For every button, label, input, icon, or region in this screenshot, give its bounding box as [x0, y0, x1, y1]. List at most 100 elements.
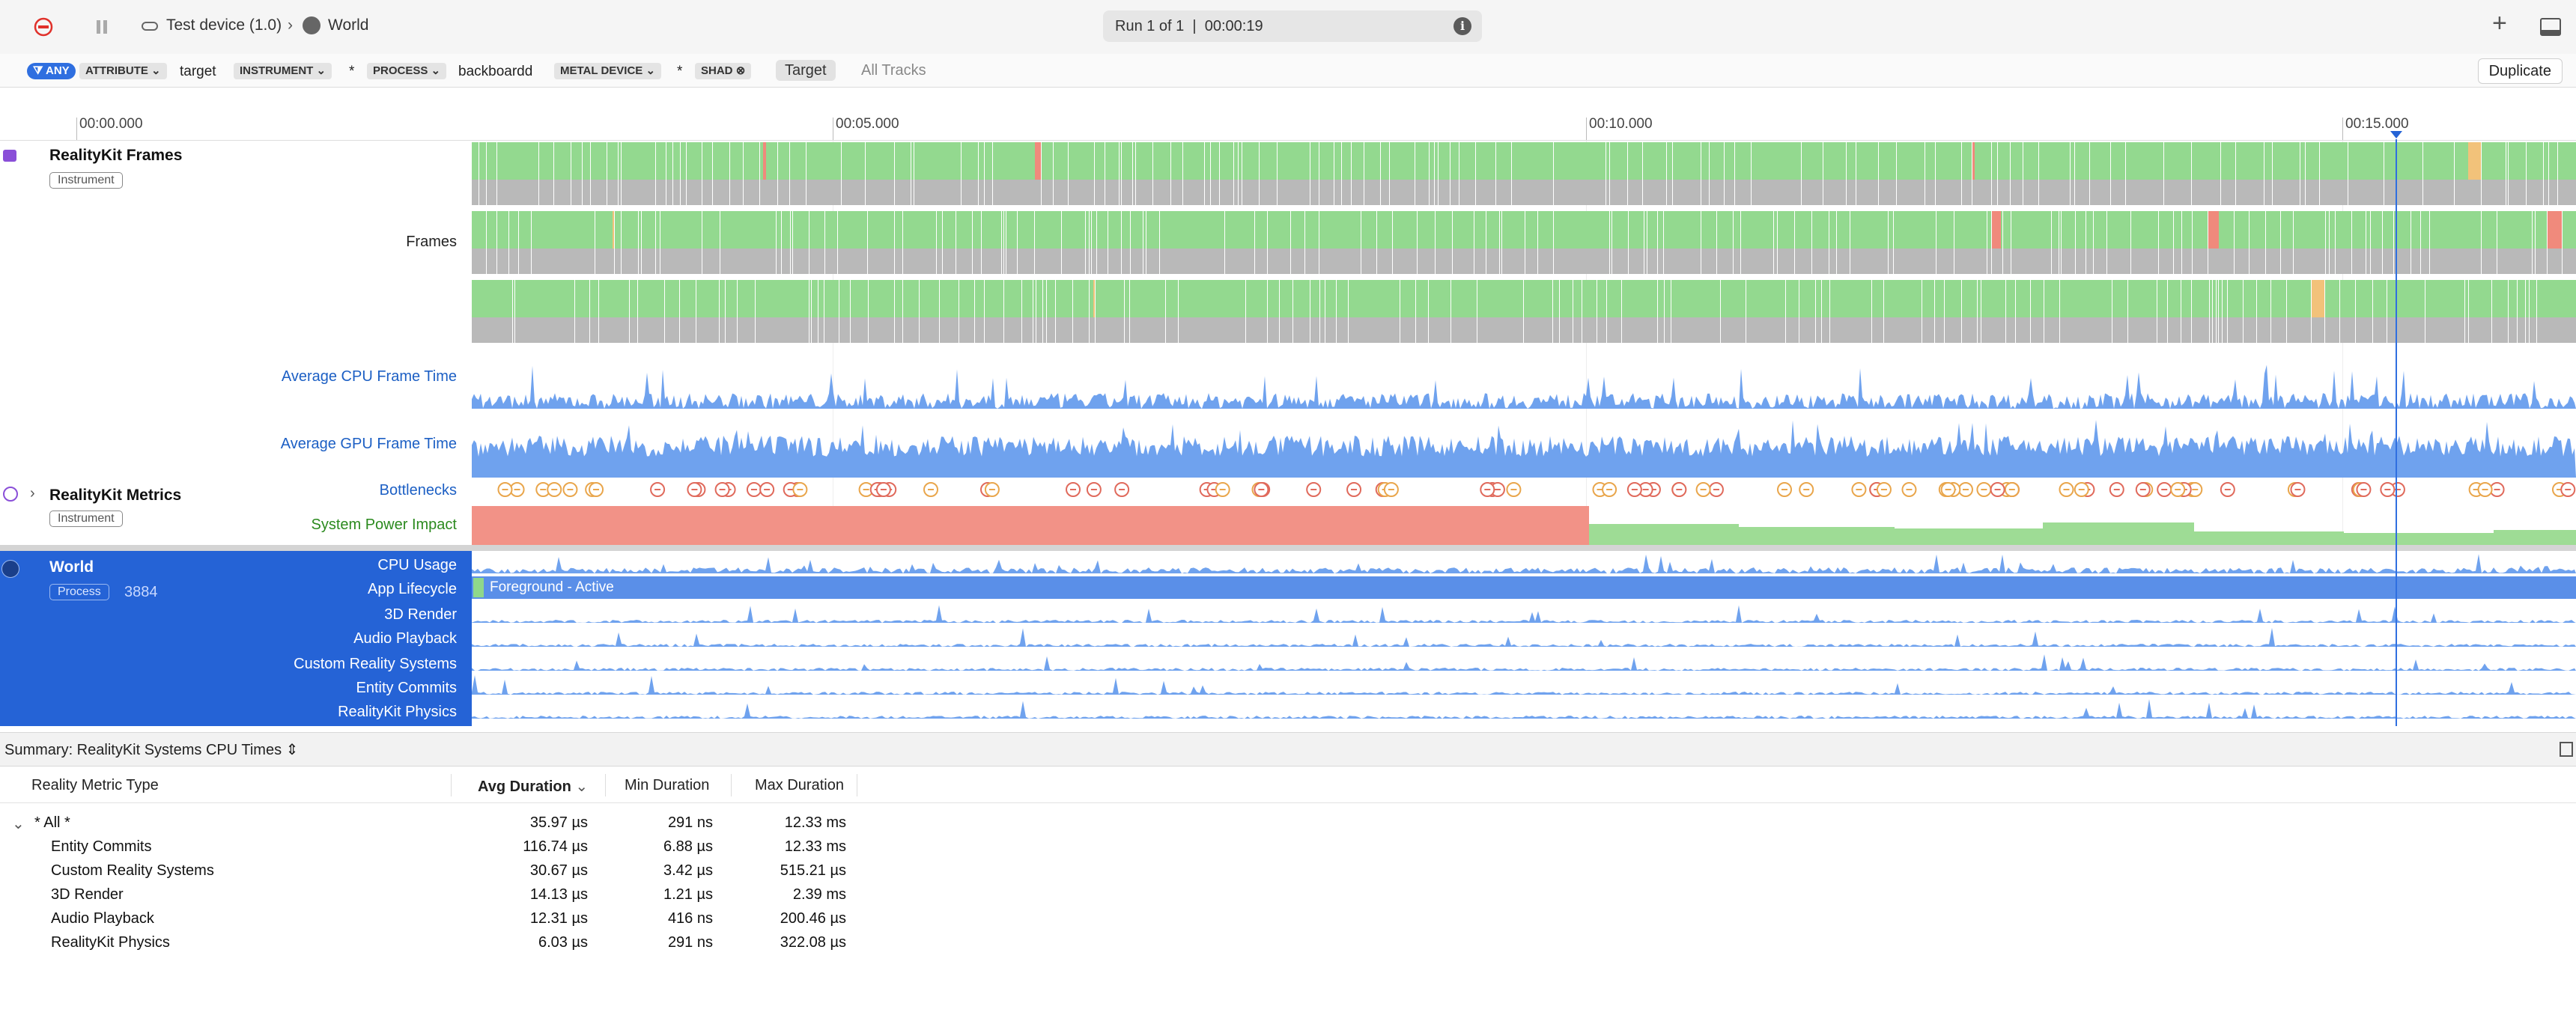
frame-gap — [1428, 280, 1430, 343]
frame-gap — [2286, 280, 2288, 343]
clear-icon[interactable]: ⊗ — [735, 64, 746, 77]
app-lifecycle-label[interactable]: App Lifecycle — [368, 581, 457, 597]
row-max: 515.21 µs — [780, 862, 846, 879]
frame-gap — [1621, 280, 1623, 343]
frame-bar-gpu — [2573, 180, 2576, 205]
pause-button[interactable] — [88, 13, 115, 40]
frame-bar-gpu — [1725, 180, 1735, 205]
timeline-tracks[interactable] — [472, 141, 2576, 551]
frame-bar-gpu — [1185, 180, 1189, 205]
filter-attribute-chip[interactable]: ATTRIBUTE ⌄ — [79, 63, 167, 79]
avg-gpu-track-label[interactable]: Average GPU Frame Time — [280, 436, 457, 452]
render-3d-label[interactable]: 3D Render — [384, 606, 457, 623]
disclosure-chevron-icon[interactable]: ⌄ — [12, 816, 25, 832]
stop-record-button[interactable] — [30, 13, 57, 40]
detail-panel-icon[interactable] — [2560, 742, 2573, 757]
frame-bar-gpu — [842, 249, 854, 274]
world-process-group[interactable]: World Process 3884 CPU Usage App Lifecyc… — [0, 551, 2576, 726]
filter-process-chip[interactable]: PROCESS ⌄ — [367, 63, 447, 79]
toggle-panel-icon[interactable] — [2540, 18, 2561, 36]
frame-bar — [2366, 211, 2371, 249]
frame-bar — [993, 142, 1009, 180]
col-min[interactable]: Min Duration — [625, 777, 710, 793]
frame-bar-gpu — [1236, 317, 1238, 343]
frame-gap — [1267, 280, 1269, 343]
frame-bar — [1936, 142, 1939, 180]
process-badge[interactable]: Process — [49, 584, 109, 600]
frame-gap — [2429, 211, 2431, 274]
frame-bar — [1054, 142, 1059, 180]
frame-bar — [526, 142, 539, 180]
frame-bar-gpu — [1280, 317, 1289, 343]
filter-any-chip[interactable]: ⧩ ANY — [27, 63, 76, 79]
frame-bar-gpu — [1964, 180, 1972, 205]
frame-bar-gpu — [851, 317, 869, 343]
frame-bar-gpu — [2094, 317, 2112, 343]
filter-attribute-value[interactable]: target — [180, 64, 216, 79]
tab-target[interactable]: Target — [776, 60, 836, 81]
world-lanes[interactable]: Foreground - Active — [472, 551, 2576, 726]
frame-bar-gpu — [1018, 249, 1035, 274]
frame-bar — [1830, 280, 1848, 317]
frame-gap — [1523, 280, 1525, 343]
frame-bar-gpu — [1009, 180, 1021, 205]
target-selector[interactable]: World — [328, 16, 369, 34]
frame-gap — [2543, 142, 2545, 205]
playhead-line[interactable] — [2396, 139, 2397, 726]
frame-gap — [1815, 280, 1817, 343]
col-avg[interactable]: Avg Duration ⌄ — [478, 778, 589, 795]
duplicate-button[interactable]: Duplicate — [2477, 58, 2563, 84]
frame-bar — [869, 280, 880, 317]
filter-metal-value[interactable]: * — [677, 64, 683, 79]
frame-bar — [1002, 211, 1004, 249]
frame-bar-gpu — [2440, 180, 2455, 205]
frame-bar-gpu — [792, 317, 807, 343]
frame-bar — [622, 211, 635, 249]
frame-bar — [2503, 211, 2518, 249]
playhead-marker-icon[interactable] — [2390, 131, 2402, 140]
col-type[interactable]: Reality Metric Type — [31, 777, 159, 793]
filter-process-value[interactable]: backboardd — [458, 64, 533, 79]
realitykit-physics-label[interactable]: RealityKit Physics — [338, 704, 457, 720]
frame-bar — [1701, 142, 1710, 180]
filter-metal-chip[interactable]: METAL DEVICE ⌄ — [554, 63, 662, 79]
frame-gap — [1003, 280, 1005, 343]
frame-bar-gpu — [665, 317, 680, 343]
tab-all-tracks[interactable]: All Tracks — [861, 62, 926, 79]
table-row[interactable]: Entity Commits 116.74 µs 6.88 µs 12.33 m… — [0, 835, 899, 859]
frame-gap — [2106, 211, 2108, 274]
custom-reality-label[interactable]: Custom Reality Systems — [294, 656, 457, 672]
table-row[interactable]: RealityKit Physics 6.03 µs 291 ns 322.08… — [0, 931, 899, 955]
frame-bar — [509, 211, 519, 249]
timeline-ruler[interactable]: 00:00.000 00:05.000 00:10.000 00:15.000 — [0, 88, 2576, 141]
filter-instrument-value[interactable]: * — [349, 64, 355, 79]
add-instrument-button[interactable]: + — [2492, 9, 2507, 37]
audio-playback-label[interactable]: Audio Playback — [353, 630, 457, 647]
frame-bar-gpu — [1795, 249, 1812, 274]
col-max[interactable]: Max Duration — [755, 777, 844, 793]
frame-bar — [639, 211, 642, 249]
frame-bar-gpu — [1310, 317, 1315, 343]
filter-instrument-chip[interactable]: INSTRUMENT ⌄ — [234, 63, 332, 79]
bottlenecks-track-label[interactable]: Bottlenecks — [379, 482, 457, 499]
filter-shad-chip[interactable]: SHAD ⊗ — [695, 63, 752, 79]
power-track-label[interactable]: System Power Impact — [311, 516, 457, 533]
frame-bar — [2383, 211, 2394, 249]
frame-bar-gpu — [1658, 249, 1664, 274]
frame-bar — [2136, 211, 2146, 249]
table-row[interactable]: 3D Render 14.13 µs 1.21 µs 2.39 ms — [0, 883, 899, 907]
device-selector[interactable]: Test device (1.0) — [166, 16, 282, 34]
summary-selector[interactable]: Summary: RealityKit Systems CPU Times ⇕ — [4, 742, 299, 758]
table-row[interactable]: Custom Reality Systems 30.67 µs 3.42 µs … — [0, 859, 899, 883]
expand-chevron-icon[interactable]: › — [30, 485, 35, 502]
frame-bar — [2025, 211, 2041, 249]
frame-bar — [1640, 280, 1658, 317]
frame-gap — [1871, 280, 1873, 343]
cpu-usage-label[interactable]: CPU Usage — [377, 557, 457, 573]
table-row[interactable]: ⌄ * All * 35.97 µs 291 ns 12.33 ms — [0, 811, 899, 835]
table-row[interactable]: Audio Playback 12.31 µs 416 ns 200.46 µs — [0, 907, 899, 931]
info-icon[interactable]: i — [1453, 17, 1471, 35]
entity-commits-label[interactable]: Entity Commits — [356, 680, 457, 696]
avg-cpu-track-label[interactable]: Average CPU Frame Time — [281, 368, 457, 385]
lifecycle-bar[interactable]: Foreground - Active — [472, 576, 2576, 599]
